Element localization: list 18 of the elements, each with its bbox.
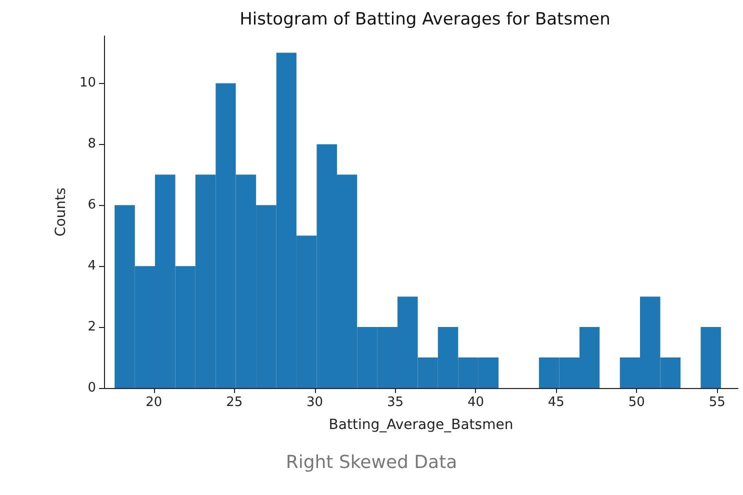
x-axis-title: Batting_Average_Batsmen [328, 417, 514, 433]
x-tick-label: 55 [708, 395, 726, 410]
x-tick-label: 25 [226, 395, 243, 410]
x-tick-label: 45 [548, 395, 564, 410]
y-axis-title: Counts [53, 188, 69, 236]
x-tick-label: 50 [628, 395, 645, 410]
y-tick-label: 2 [88, 320, 96, 335]
chart-title: Histogram of Batting Averages for Batsmen [240, 10, 610, 30]
x-tick-label: 40 [467, 395, 484, 410]
y-tick-label: 8 [88, 136, 96, 152]
y-tick-label: 6 [88, 198, 96, 213]
y-tick-label: 4 [88, 258, 96, 274]
x-tick-label: 30 [306, 395, 324, 410]
text: Right Skewed Data [284, 452, 458, 473]
x-tick-label: 20 [146, 395, 162, 410]
y-tick-label: 0 [88, 380, 96, 396]
x-tick-label: 35 [386, 395, 404, 410]
y-tick-label: 10 [79, 76, 96, 91]
